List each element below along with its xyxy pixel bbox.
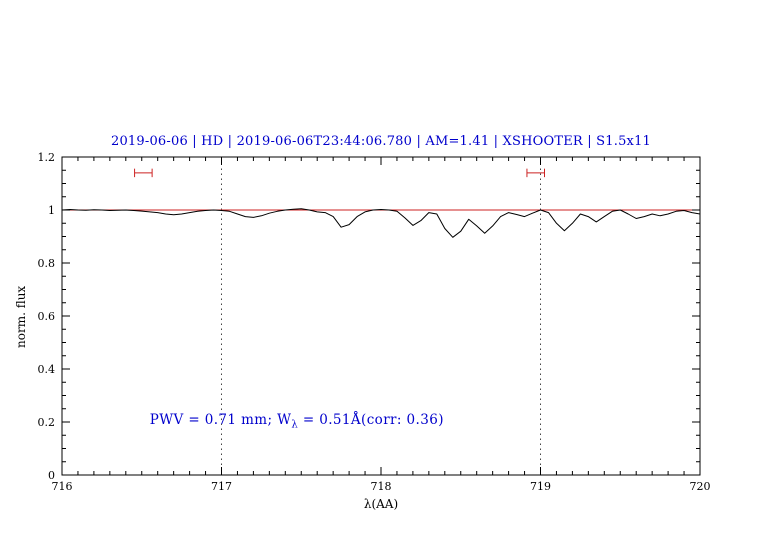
svg-text:0.8: 0.8 (38, 257, 56, 270)
svg-text:716: 716 (52, 480, 73, 493)
svg-text:718: 718 (371, 480, 392, 493)
plot-title: 2019-06-06 | HD | 2019-06-06T23:44:06.78… (110, 134, 652, 149)
svg-text:0.2: 0.2 (38, 416, 56, 429)
svg-text:0.4: 0.4 (38, 363, 56, 376)
svg-text:717: 717 (211, 480, 232, 493)
svg-text:1.2: 1.2 (38, 151, 56, 164)
y-axis-label: norm. flux (14, 285, 28, 348)
annotation-text-pre: PWV = 0.71 mm; W (149, 412, 292, 428)
annotation-text-post: = 0.51Å(corr: 0.36) (298, 412, 444, 428)
svg-text:0.6: 0.6 (38, 310, 56, 323)
annotation-lambda-subscript: λ (291, 419, 299, 431)
x-axis-label: λ(AA) (363, 497, 399, 511)
svg-text:0: 0 (48, 469, 55, 482)
svg-text:1: 1 (48, 204, 55, 217)
svg-text:719: 719 (530, 480, 551, 493)
pwv-annotation: PWV = 0.71 mm; Wλ = 0.51Å(corr: 0.36) (150, 412, 444, 431)
svg-text:720: 720 (690, 480, 711, 493)
